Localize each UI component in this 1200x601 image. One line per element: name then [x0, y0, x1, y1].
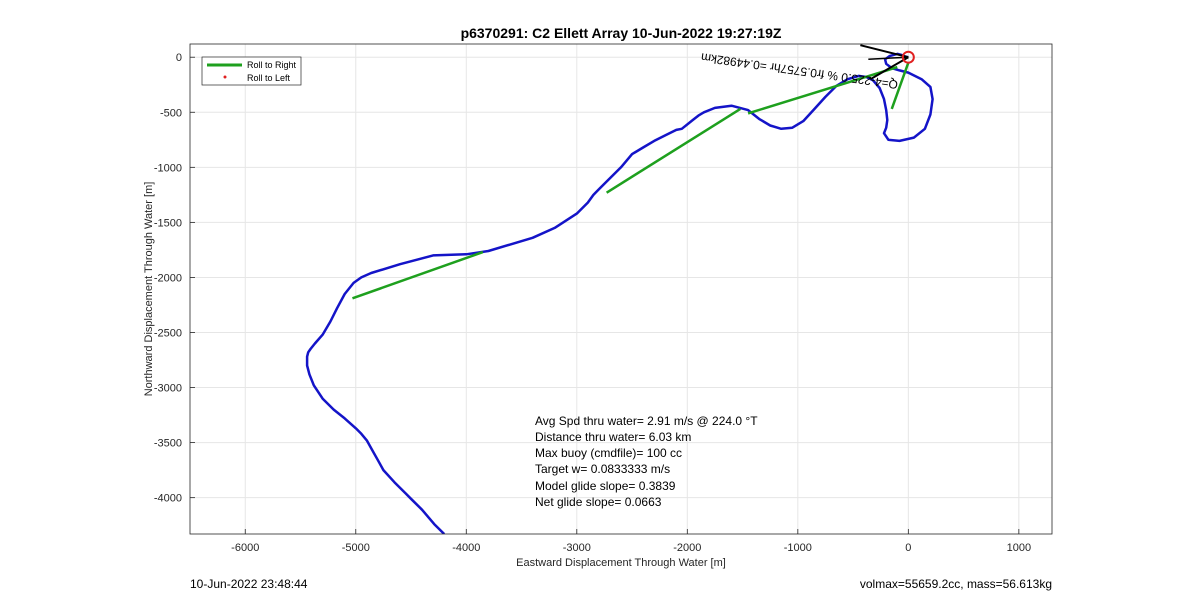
heading-arrow-shaft — [868, 56, 909, 60]
footer-volmax-mass: volmax=55659.2cc, mass=56.613kg — [860, 577, 1052, 591]
x-tick-label: 0 — [905, 542, 911, 554]
annotation-max-buoy: Max buoy (cmdfile)= 100 cc — [535, 446, 682, 460]
y-axis-label: Northward Displacement Through Water [m] — [143, 182, 155, 397]
x-tick-label: -4000 — [452, 542, 480, 554]
heading-arrow-upper — [860, 44, 909, 59]
chart-title: p6370291: C2 Ellett Array 10-Jun-2022 19… — [461, 25, 782, 41]
legend: Roll to Right Roll to Left — [201, 56, 302, 86]
y-tick-label: -2500 — [154, 327, 182, 339]
series-group — [305, 44, 934, 534]
annotation-distance: Distance thru water= 6.03 km — [535, 430, 691, 444]
roll-right-segment — [890, 62, 910, 110]
roll-right-segment — [605, 107, 742, 194]
track-line — [305, 52, 934, 534]
legend-label-roll-left: Roll to Left — [247, 73, 291, 83]
y-tick-label: -4000 — [154, 493, 182, 505]
y-tick-label: 0 — [176, 52, 182, 64]
annotation-block: Avg Spd thru water= 2.91 m/s @ 224.0 °T … — [535, 414, 758, 509]
legend-swatch-roll-left — [223, 75, 227, 79]
annotation-net-glide: Net glide slope= 0.0663 — [535, 495, 662, 509]
plot-frame — [189, 43, 1053, 535]
y-tick-label: -3000 — [154, 383, 182, 395]
y-tick-label: -1000 — [154, 162, 182, 174]
annotation-model-glide: Model glide slope= 0.3839 — [535, 479, 676, 493]
x-axis-label: Eastward Displacement Through Water [m] — [516, 557, 726, 569]
y-tick-label: -1500 — [154, 217, 182, 229]
annotation-target-w: Target w= 0.0833333 m/s — [535, 462, 670, 476]
ticks: -6000 -5000 -4000 -3000 -2000 -1000 0 1000 0 -500… — [154, 52, 1031, 554]
x-tick-label: -6000 — [231, 542, 259, 554]
heading-arrow-lower — [869, 56, 909, 81]
y-tick-label: -500 — [160, 107, 182, 119]
x-tick-label: -1000 — [784, 542, 812, 554]
roll-right-segment — [747, 65, 898, 115]
y-tick-label: -3500 — [154, 438, 182, 450]
plot-area — [190, 44, 1052, 534]
annotation-avg-speed: Avg Spd thru water= 2.91 m/s @ 224.0 °T — [535, 414, 758, 428]
x-tick-label: -3000 — [563, 542, 591, 554]
legend-box — [201, 56, 302, 86]
roll-right-segment — [352, 250, 484, 300]
x-tick-label: 1000 — [1007, 542, 1031, 554]
y-tick-label: -2000 — [154, 272, 182, 284]
x-tick-label: -2000 — [673, 542, 701, 554]
footer-timestamp: 10-Jun-2022 23:48:44 — [190, 577, 308, 591]
start-marker — [901, 50, 915, 64]
legend-label-roll-right: Roll to Right — [247, 60, 297, 70]
x-tick-label: -5000 — [342, 542, 370, 554]
